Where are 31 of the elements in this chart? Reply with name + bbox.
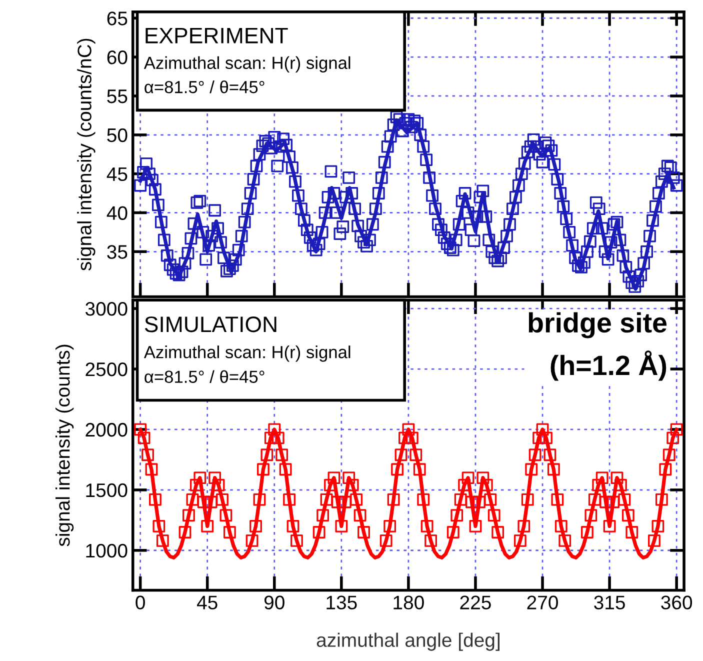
x-tick-label: 45 <box>196 596 218 610</box>
y-tick-label: 60 <box>107 50 128 64</box>
text: SIMULATION <box>144 316 276 332</box>
x-tick-label: 90 <box>264 596 284 610</box>
y-axis-title: signal intensity (counts) <box>56 344 74 546</box>
y-tick-label: 55 <box>107 90 128 104</box>
annotation: Azimuthal scan: H(r) signal <box>144 346 350 362</box>
x-tick-label: 0 <box>136 596 145 610</box>
annotation: α=81.5° / θ=45° <box>144 370 264 383</box>
y-tick-label: 35 <box>107 245 128 259</box>
x-axis-title: azimuthal angle [deg] <box>316 632 500 651</box>
annotation: Azimuthal scan: H(r) signal <box>144 56 350 72</box>
x-tick-label: 180 <box>394 596 424 610</box>
y-tick-label: 1500 <box>86 483 128 498</box>
annotation: bridge site (h=1.2 Å) <box>528 312 667 381</box>
annotation: α=81.5° / θ=45° <box>144 80 264 94</box>
x-tick-label: 225 <box>460 596 491 610</box>
y-tick-label: 45 <box>106 167 128 182</box>
x-tick-label: 360 <box>661 596 692 610</box>
y-tick-label: 2500 <box>86 362 128 376</box>
y-tick-label: 50 <box>107 128 128 142</box>
y-tick-label: 40 <box>106 206 128 220</box>
x-tick-label: 270 <box>527 596 558 610</box>
x-tick-label: 315 <box>594 596 625 610</box>
y-tick-label: 65 <box>107 12 128 26</box>
y-tick-label: 3000 <box>85 302 128 316</box>
y-tick-label: 2000 <box>86 422 128 437</box>
x-tick-label: 135 <box>326 596 357 610</box>
y-axis-title: signal intensity (counts/nC) <box>77 38 96 271</box>
y-tick-label: 1000 <box>86 544 128 558</box>
text: EXPERIMENT <box>146 28 288 44</box>
